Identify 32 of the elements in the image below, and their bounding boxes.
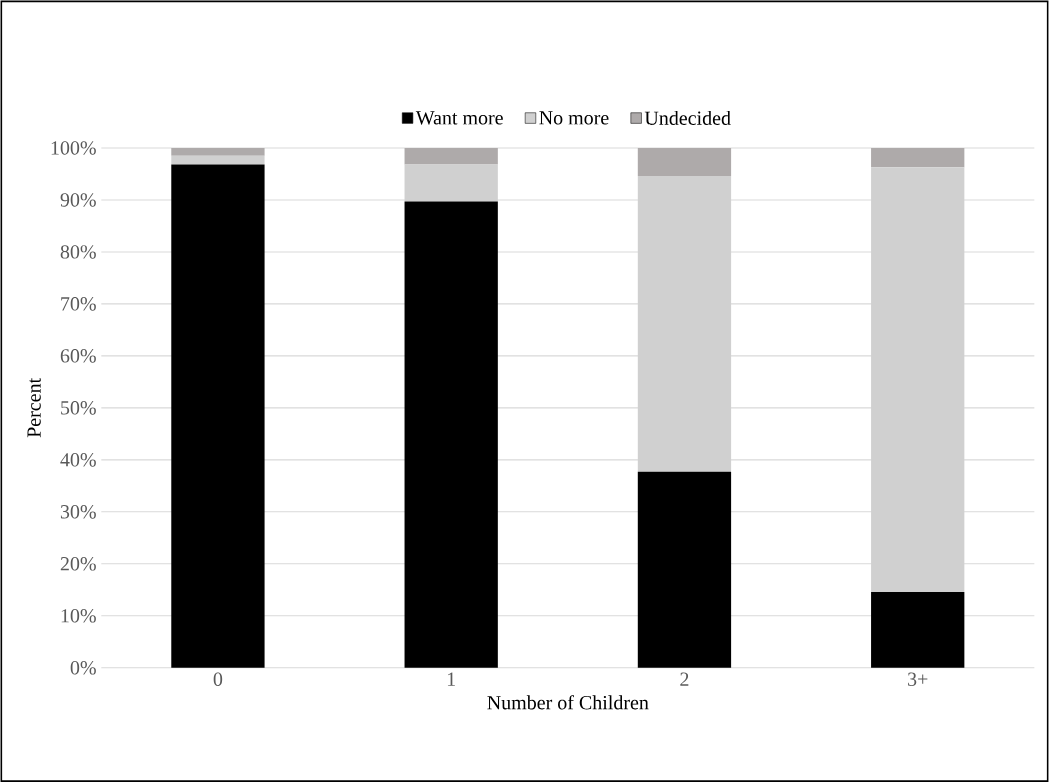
bar [171, 147, 265, 156]
y-tick-label: 70% [61, 296, 96, 311]
x-axis-title: Number of Children [487, 694, 649, 710]
legend-label: Want more [415, 111, 503, 125]
y-axis-title: Percent [27, 377, 41, 438]
y-tick-label: 0% [70, 660, 96, 675]
x-tick-label: 2 [680, 672, 689, 686]
legend-label: No more [539, 111, 609, 125]
y-tick-label: 50% [61, 400, 96, 415]
y-tick-label: 40% [60, 452, 96, 467]
bar [171, 155, 265, 165]
bar [171, 164, 265, 668]
x-tick-label: 1 [447, 672, 455, 686]
bar [404, 147, 498, 165]
bar [404, 201, 498, 668]
y-tick-label: 80% [60, 244, 96, 259]
x-tick-label: 3+ [908, 672, 928, 686]
y-tick-label: 20% [60, 556, 96, 571]
bar [871, 166, 965, 592]
y-tick-label: 90% [60, 192, 96, 207]
bar [637, 471, 732, 668]
legend-label: Undecided [644, 110, 731, 125]
y-tick-label: 60% [60, 348, 96, 363]
y-tick-label: 30% [60, 504, 96, 519]
bar [637, 147, 732, 176]
bar [637, 175, 732, 472]
y-tick-label: 100% [51, 140, 96, 155]
bar [871, 591, 965, 668]
x-tick-label: 0 [213, 672, 223, 686]
y-tick-label: 10% [61, 608, 96, 623]
bar [871, 147, 965, 167]
bar [404, 164, 498, 202]
